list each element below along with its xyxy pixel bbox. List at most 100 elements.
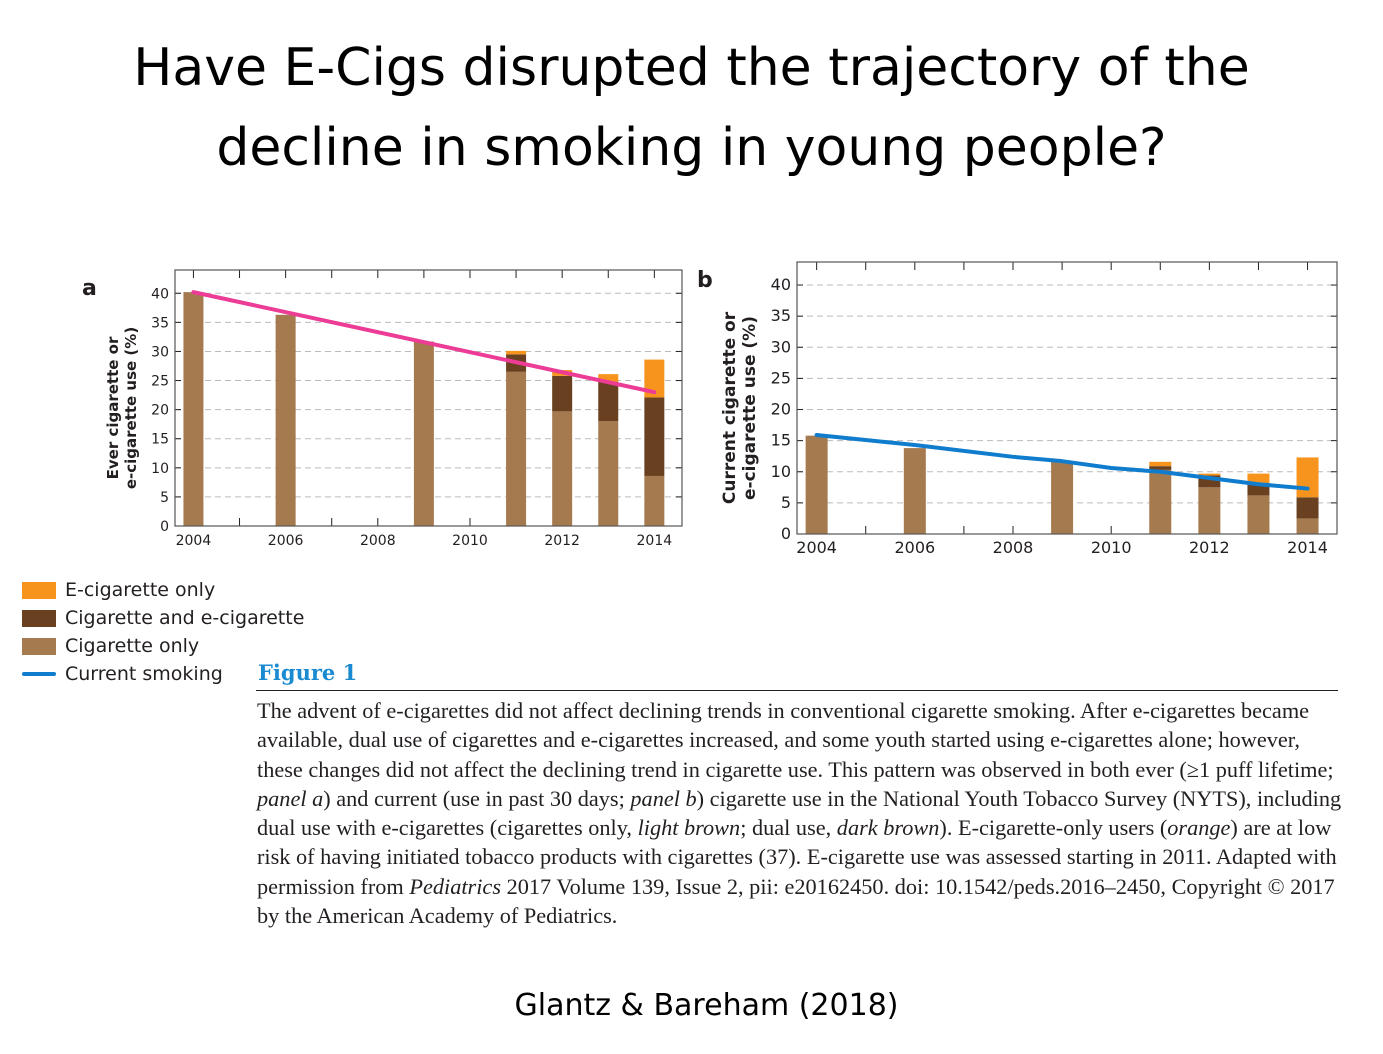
caption-text: panel b [630,785,697,811]
y-tick-label: 40 [151,286,169,302]
bar-cig-only [805,435,828,534]
caption-text: ). E-cigarette-only users ( [939,815,1168,841]
legend-label: Current smoking [65,663,223,685]
y-axis-label: e-cigarette use (%) [122,327,140,489]
y-tick-label: 5 [160,490,169,506]
y-tick-label: 30 [771,337,791,356]
plot-frame [174,269,683,527]
legend-item: Current smoking [22,660,304,688]
y-tick-label: 10 [151,461,169,477]
bar-e-only [644,359,665,398]
bar-cig-only [1149,469,1172,534]
bar-cig-only [598,421,619,526]
legend-label: Cigarette only [65,635,200,657]
bar-dual [1198,475,1221,488]
bar-dual [1296,497,1319,519]
legend-swatch [22,581,56,599]
bar-dual [644,397,665,476]
bar-cig-only [413,341,434,526]
y-tick-label: 30 [151,344,169,360]
y-tick-label: 40 [771,275,791,294]
caption-text: ) are at low risk of having initiated to… [257,815,1337,899]
y-tick-label: 10 [771,462,791,481]
y-axis-label: Ever cigarette or [104,336,122,479]
bar-dual [1149,466,1172,470]
bar-e-only [598,374,619,382]
x-tick-label: 2004 [796,538,837,557]
caption-text: dark brown [836,815,940,841]
slide-title: Have E-Cigs disrupted the trajectory of … [0,28,1383,188]
x-tick-label: 2010 [452,533,488,549]
y-tick-label: 15 [151,432,169,448]
bar-cig-only [1296,518,1319,534]
caption-rule [256,690,1338,691]
title-line-2: decline in smoking in young people? [216,118,1167,178]
legend-label: E-cigarette only [65,579,216,601]
trend-line [814,433,1310,491]
x-tick-label: 2010 [1091,538,1132,557]
bar-dual [1247,483,1270,496]
bar-dual [552,375,573,412]
figure-caption: The advent of e-cigarettes did not affec… [257,696,1347,930]
x-tick-label: 2004 [176,533,212,549]
caption-text: The advent of e-cigarettes did not affec… [257,698,1334,782]
bar-e-only [1247,473,1270,484]
title-line-1: Have E-Cigs disrupted the trajectory of … [133,38,1250,98]
legend-label: Cigarette and e-cigarette [65,607,305,629]
x-tick-label: 2008 [993,538,1034,557]
x-tick-label: 2006 [894,538,935,557]
bar-cig-only [183,292,204,526]
x-tick-label: 2006 [268,533,304,549]
chart-panel-a: 0 5 10 15 20 25 30 35 40 2004 2006 2008 2010 2012 2014… [82,269,683,549]
bar-e-only [506,350,527,355]
bar-cig-only [644,475,665,526]
bar-dual [598,381,619,422]
bar-cig-only [1051,461,1074,534]
y-tick-label: 15 [771,431,791,450]
panel-label: a [82,276,97,301]
legend: E-cigarette only Cigarette and e-cigarett… [22,576,304,688]
y-tick-label: 5 [781,493,791,512]
legend-line-swatch [22,672,56,676]
y-tick-label: 20 [771,400,791,419]
caption-text: orange [1167,815,1231,841]
source-citation: Glantz & Bareham (2018) [514,988,899,1023]
x-tick-label: 2012 [544,533,580,549]
bar-cig-only [506,371,527,526]
bar-cig-only [903,448,926,534]
caption-text: ) cigarette use in the National Youth To… [257,785,1342,841]
bar-cig-only [1247,495,1270,534]
caption-text: ) and current (use in past 30 days; [323,785,631,811]
x-tick-label: 2014 [637,533,673,549]
bar-e-only [1149,461,1172,467]
chart-panel-b: 0 5 10 15 20 25 30 35 40 2004 2006 2008 2010 2012 2014… [697,261,1338,557]
x-tick-label: 2008 [360,533,396,549]
y-tick-label: 35 [151,315,169,331]
y-axis-label: Current cigarette or [720,311,740,504]
figure-label: Figure 1 [258,660,358,685]
bar-e-only [1198,473,1221,476]
legend-swatch [22,637,56,655]
x-tick-label: 2014 [1287,538,1328,557]
bar-e-only [1296,457,1319,498]
caption-text: light brown [637,815,741,841]
y-tick-label: 35 [771,306,791,325]
y-tick-label: 0 [160,519,169,535]
trend-line [191,290,657,395]
caption-text: Pediatrics [409,873,502,899]
legend-item: Cigarette only [22,632,304,660]
caption-text: 2017 Volume 139, Issue 2, pii: e20162450… [257,873,1335,929]
y-tick-label: 0 [781,524,791,543]
legend-item: Cigarette and e-cigarette [22,604,304,632]
caption-text: ; dual use, [740,815,837,841]
y-tick-label: 20 [151,403,169,419]
panel-label: b [697,268,713,293]
bar-cig-only [1198,487,1221,534]
y-tick-label: 25 [771,368,791,387]
legend-item: E-cigarette only [22,576,304,604]
legend-swatch [22,609,56,627]
y-tick-label: 25 [151,374,169,390]
bar-cig-only [552,411,573,526]
